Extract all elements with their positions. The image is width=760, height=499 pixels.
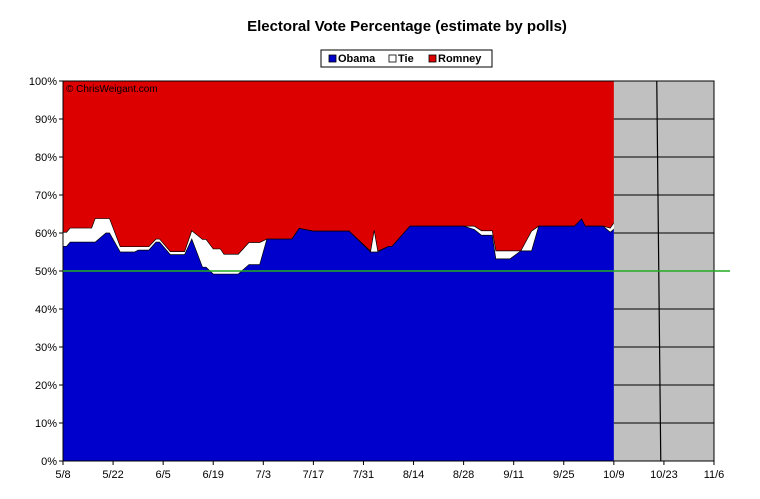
x-tick-label: 11/6	[704, 469, 725, 481]
x-tick-label: 5/22	[102, 469, 123, 481]
legend-label-romney: Romney	[438, 53, 482, 65]
legend-swatch-obama	[328, 54, 337, 63]
x-tick-label: 8/14	[403, 469, 424, 481]
y-tick-label: 100%	[29, 76, 57, 88]
legend-box	[320, 49, 493, 68]
x-tick-label: 7/31	[353, 469, 374, 481]
legend-label-tie: Tie	[398, 53, 414, 65]
x-tick-label: 10/9	[603, 469, 624, 481]
chart-title: Electoral Vote Percentage (estimate by p…	[247, 18, 567, 35]
y-tick-label: 70%	[35, 190, 57, 202]
x-tick-label: 8/28	[453, 469, 474, 481]
x-tick-label: 5/8	[55, 469, 70, 481]
y-tick-label: 80%	[35, 152, 57, 164]
x-tick-label: 7/3	[256, 469, 271, 481]
legend-swatch-romney	[428, 54, 437, 63]
x-tick-label: 6/19	[203, 469, 224, 481]
obama-area	[62, 216, 658, 462]
x-tick-label: 7/17	[303, 469, 324, 481]
axes: 0% 10% 20% 30% 40% 50% 60% 70% 80% 90% 100% 5/8 5/22…	[29, 76, 730, 481]
y-tick-label: 20%	[35, 380, 57, 392]
y-tick-label: 30%	[35, 342, 57, 354]
y-tick-label: 0%	[41, 456, 57, 468]
legend: Obama Tie Romney	[320, 49, 493, 68]
y-tick-label: 10%	[35, 418, 57, 430]
legend-swatch-tie	[388, 54, 397, 63]
x-tick-label: 10/23	[650, 469, 678, 481]
x-tick-label: 6/5	[156, 469, 171, 481]
x-tick-label: 9/11	[503, 469, 524, 481]
y-tick-label: 60%	[35, 228, 57, 240]
y-tick-label: 90%	[35, 114, 57, 126]
x-tick-label: 9/25	[553, 469, 574, 481]
watermark-text: © ChrisWeigant.com	[66, 84, 158, 95]
y-tick-label: 50%	[35, 266, 57, 278]
y-tick-label: 40%	[35, 304, 57, 316]
legend-label-obama: Obama	[338, 53, 376, 65]
